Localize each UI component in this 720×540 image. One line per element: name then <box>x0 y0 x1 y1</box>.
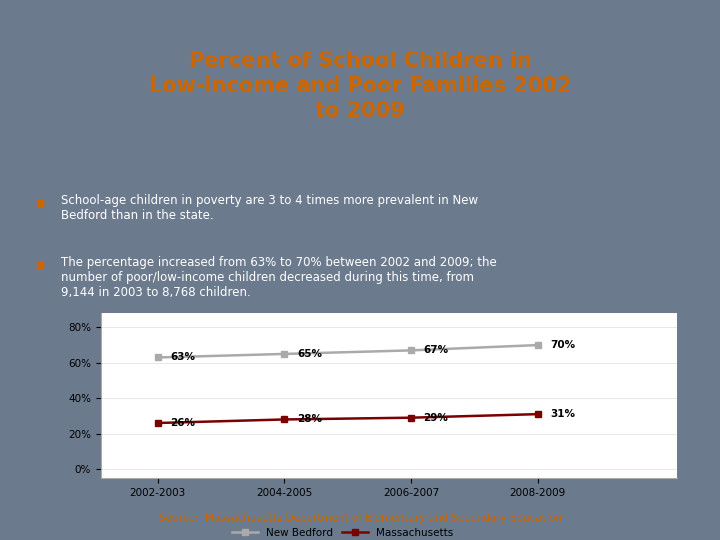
Text: School-age children in poverty are 3 to 4 times more prevalent in New
Bedford th: School-age children in poverty are 3 to … <box>61 194 478 222</box>
Text: 31%: 31% <box>550 409 575 419</box>
Text: 67%: 67% <box>423 346 449 355</box>
Text: 63%: 63% <box>171 353 195 362</box>
Text: 28%: 28% <box>297 415 322 424</box>
Text: 29%: 29% <box>423 413 449 423</box>
Text: 65%: 65% <box>297 349 322 359</box>
Text: ■: ■ <box>35 198 44 208</box>
Text: The percentage increased from 63% to 70% between 2002 and 2009; the
number of po: The percentage increased from 63% to 70%… <box>61 255 497 299</box>
Text: ■: ■ <box>35 260 44 270</box>
Text: 70%: 70% <box>550 340 575 350</box>
Text: Percent of School Children in
Low-income and Poor Families 2002
to 2009: Percent of School Children in Low-income… <box>149 51 571 121</box>
Text: 26%: 26% <box>171 418 195 428</box>
Legend: New Bedford, Massachusetts: New Bedford, Massachusetts <box>228 524 457 540</box>
Text: Source:  Massachusetts Department of Elementary and Secondary Education: Source: Massachusetts Department of Elem… <box>158 514 562 523</box>
